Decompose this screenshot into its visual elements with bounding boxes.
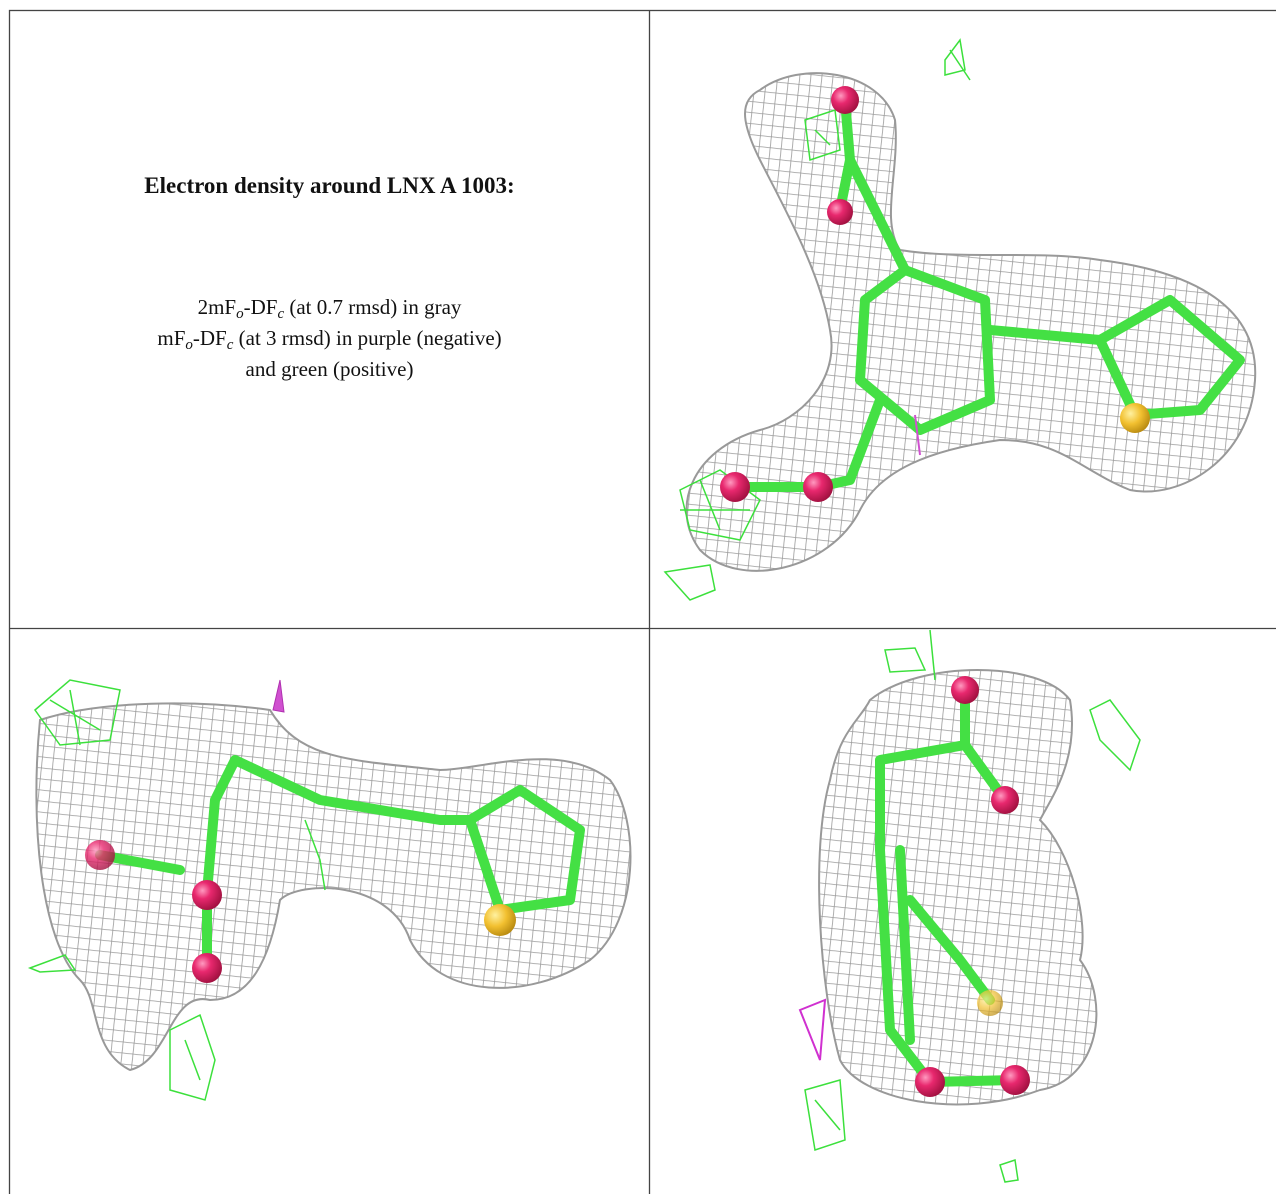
caption-text: 2mF [198,295,237,319]
density-view-top-part [1120,403,1150,433]
density-view-left-part [273,680,284,712]
density-view-top-part-part [665,565,715,600]
density-view-top-part [687,73,1256,571]
density-view-left-part [192,953,222,983]
density-view-right-part [915,1067,945,1097]
density-view-left [30,680,630,1100]
density-view-top-part [803,472,833,502]
density-view-right-part [977,990,1003,1016]
caption-text: mF [157,326,185,350]
density-view-right [800,630,1140,1182]
density-view-right-part-part [1090,700,1140,770]
density-view-top-part [831,86,859,114]
density-view-right-part [1000,1065,1030,1095]
caption-title: Electron density around LNX A 1003: [10,173,649,199]
subscript: o [236,306,244,322]
density-view-right-part-part [885,630,935,680]
density-view-left-part-part [170,1015,215,1100]
density-view-right-part-part [1000,1160,1018,1182]
density-view-top-part-part [945,40,970,80]
caption-text: (at 0.7 rmsd) in gray [284,295,461,319]
density-view-right-part [800,1000,825,1060]
caption-text: -DF [244,295,278,319]
density-view-left-part [484,904,516,936]
density-view-left-part [85,840,115,870]
density-view-right-part [819,670,1096,1104]
caption-line: mFo-DFc (at 3 rmsd) in purple (negative) [10,323,649,354]
caption-text: and green (positive) [246,357,414,381]
page: Electron density around LNX A 1003: 2mFo… [0,0,1276,1194]
density-view-top-part [827,199,853,225]
density-view-top-part [720,472,750,502]
caption-line: and green (positive) [10,354,649,385]
density-view-top [665,40,1255,600]
density-view-right-part-part [805,1080,845,1150]
density-view-left-part [192,880,222,910]
caption: Electron density around LNX A 1003: 2mFo… [10,10,649,628]
caption-text: -DF [193,326,227,350]
caption-text: (at 3 rmsd) in purple (negative) [233,326,501,350]
density-view-left-part [36,703,630,1070]
subscript: o [185,337,193,353]
density-view-right-part [991,786,1019,814]
caption-line: 2mFo-DFc (at 0.7 rmsd) in gray [10,292,649,323]
density-view-right-part [951,676,979,704]
